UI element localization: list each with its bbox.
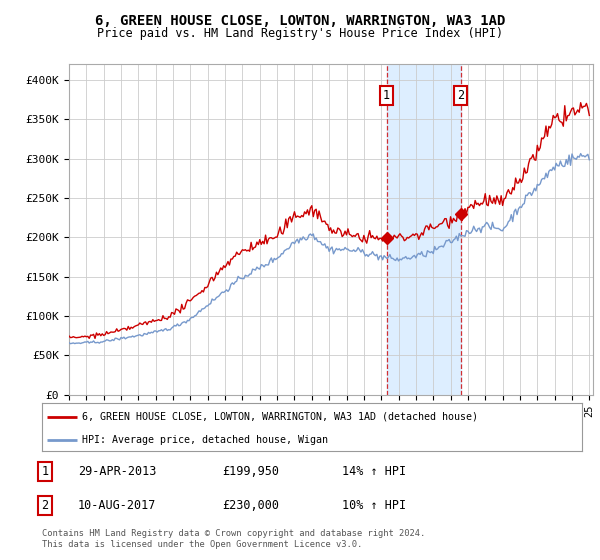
- Text: 2: 2: [457, 90, 464, 102]
- Text: 10% ↑ HPI: 10% ↑ HPI: [342, 498, 406, 512]
- Text: 2: 2: [41, 498, 49, 512]
- Text: Contains HM Land Registry data © Crown copyright and database right 2024.
This d: Contains HM Land Registry data © Crown c…: [42, 529, 425, 549]
- Text: 1: 1: [383, 90, 390, 102]
- Text: 1: 1: [41, 465, 49, 478]
- Text: Price paid vs. HM Land Registry's House Price Index (HPI): Price paid vs. HM Land Registry's House …: [97, 27, 503, 40]
- Text: 6, GREEN HOUSE CLOSE, LOWTON, WARRINGTON, WA3 1AD (detached house): 6, GREEN HOUSE CLOSE, LOWTON, WARRINGTON…: [83, 412, 479, 422]
- Text: £199,950: £199,950: [222, 465, 279, 478]
- Text: £230,000: £230,000: [222, 498, 279, 512]
- Text: 29-APR-2013: 29-APR-2013: [78, 465, 157, 478]
- Text: 10-AUG-2017: 10-AUG-2017: [78, 498, 157, 512]
- Text: HPI: Average price, detached house, Wigan: HPI: Average price, detached house, Wiga…: [83, 435, 329, 445]
- Text: 14% ↑ HPI: 14% ↑ HPI: [342, 465, 406, 478]
- Bar: [386, 64, 461, 395]
- Text: 6, GREEN HOUSE CLOSE, LOWTON, WARRINGTON, WA3 1AD: 6, GREEN HOUSE CLOSE, LOWTON, WARRINGTON…: [95, 14, 505, 28]
